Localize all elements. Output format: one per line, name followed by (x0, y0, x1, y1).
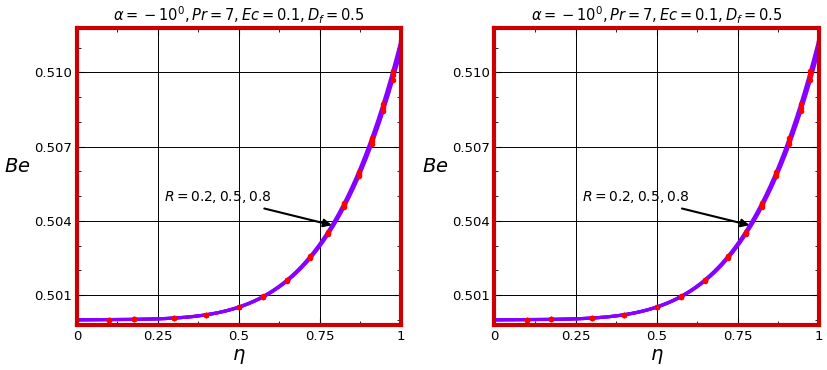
X-axis label: $\eta$: $\eta$ (232, 347, 246, 366)
Title: $\alpha = -10^0, Pr = 7, Ec = 0.1, D_f = 0.5$: $\alpha = -10^0, Pr = 7, Ec = 0.1, D_f =… (113, 4, 365, 26)
Text: $R = 0.2, 0.5, 0.8$: $R = 0.2, 0.5, 0.8$ (582, 189, 747, 226)
Y-axis label: $Be$: $Be$ (4, 157, 31, 176)
Y-axis label: $Be$: $Be$ (422, 157, 448, 176)
X-axis label: $\eta$: $\eta$ (650, 347, 663, 366)
Text: $R = 0.2, 0.5, 0.8$: $R = 0.2, 0.5, 0.8$ (165, 189, 329, 226)
Title: $\alpha = -10^0, Pr = 7, Ec = 0.1, D_f = 0.5$: $\alpha = -10^0, Pr = 7, Ec = 0.1, D_f =… (531, 4, 782, 26)
